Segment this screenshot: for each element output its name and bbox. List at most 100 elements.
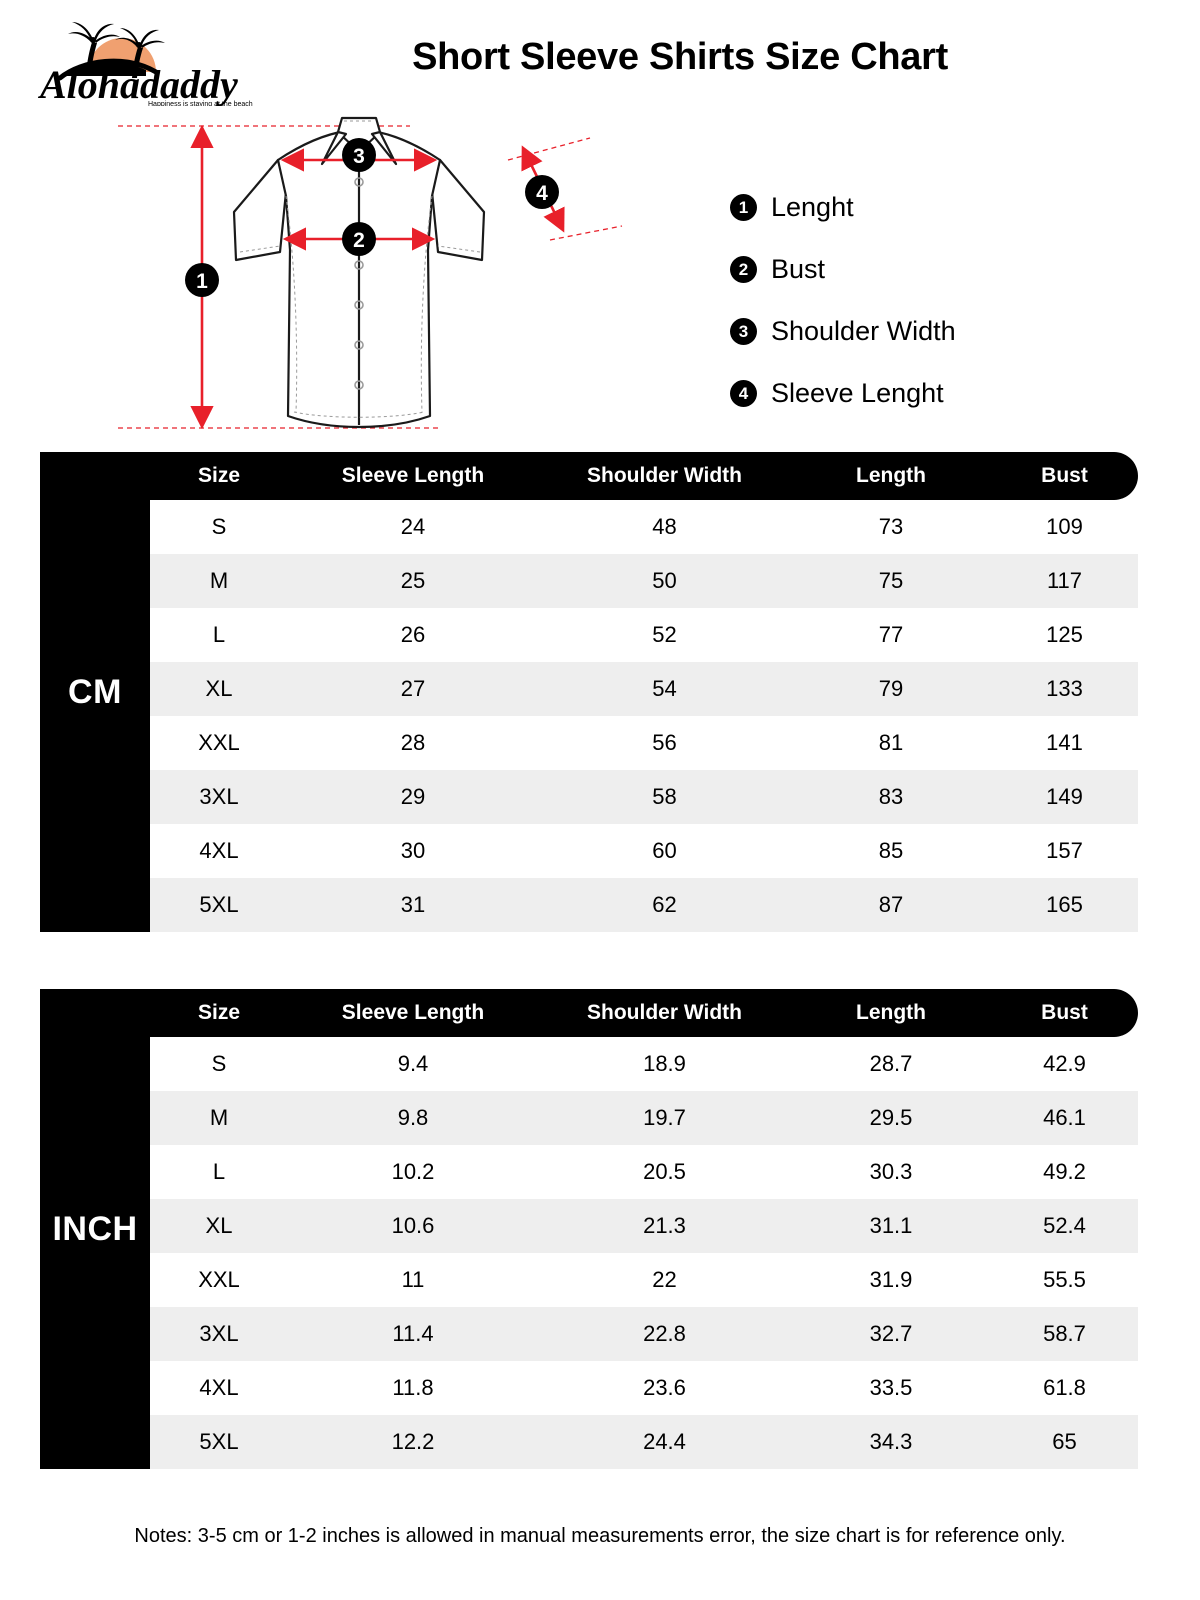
inch-table-header: Size Sleeve Length Shoulder Width Length… (40, 989, 1138, 1037)
page-title: Short Sleeve Shirts Size Chart (412, 36, 948, 78)
legend-label-length: Lenght (771, 191, 854, 222)
cell-length: 28.7 (791, 1037, 991, 1091)
table-row: XXL 28 56 81 141 (40, 716, 1138, 770)
table-row: XXL 11 22 31.9 55.5 (40, 1253, 1138, 1307)
cell-sleeve-length: 12.2 (288, 1415, 538, 1469)
table-row: M 25 50 75 117 (40, 554, 1138, 608)
cell-sleeve-length: 29 (288, 770, 538, 824)
cell-size: S (150, 1037, 288, 1091)
table-header-row: Size Sleeve Length Shoulder Width Length… (40, 452, 1138, 500)
cell-sleeve-length: 11 (288, 1253, 538, 1307)
cell-size: M (150, 1091, 288, 1145)
cell-bust: 61.8 (991, 1361, 1138, 1415)
cell-sleeve-length: 31 (288, 878, 538, 932)
cell-bust: 133 (991, 662, 1138, 716)
cell-sleeve-length: 24 (288, 500, 538, 554)
cell-sleeve-length: 10.6 (288, 1199, 538, 1253)
inch-size-table: Size Sleeve Length Shoulder Width Length… (40, 989, 1138, 1469)
page-header: Alohadaddy Happiness is staying at the b… (0, 0, 1200, 110)
header-sleeve-length: Sleeve Length (288, 452, 538, 500)
cell-bust: 55.5 (991, 1253, 1138, 1307)
table-row: 4XL 30 60 85 157 (40, 824, 1138, 878)
shirt-outline (232, 116, 486, 429)
cell-sleeve-length: 9.8 (288, 1091, 538, 1145)
cell-shoulder-width: 48 (538, 500, 791, 554)
cell-length: 73 (791, 500, 991, 554)
cell-shoulder-width: 56 (538, 716, 791, 770)
table-row: S 9.4 18.9 28.7 42.9 (40, 1037, 1138, 1091)
inch-table-body: S 9.4 18.9 28.7 42.9 M 9.8 19.7 29.5 46.1 L 10.2 20.… (40, 1037, 1138, 1469)
cell-shoulder-width: 21.3 (538, 1199, 791, 1253)
cell-length: 83 (791, 770, 991, 824)
table-row: 5XL 12.2 24.4 34.3 65 (40, 1415, 1138, 1469)
legend-item-sleeve-length: 4 Sleeve Lenght (730, 362, 1110, 424)
cell-length: 79 (791, 662, 991, 716)
legend-label-sleeve-length: Sleeve Lenght (771, 377, 944, 408)
table-row: 3XL 11.4 22.8 32.7 58.7 (40, 1307, 1138, 1361)
cell-size: XL (150, 1199, 288, 1253)
cell-size: 3XL (150, 770, 288, 824)
cell-size: 4XL (150, 1361, 288, 1415)
cell-bust: 52.4 (991, 1199, 1138, 1253)
cell-size: L (150, 608, 288, 662)
cell-shoulder-width: 20.5 (538, 1145, 791, 1199)
table-row: M 9.8 19.7 29.5 46.1 (40, 1091, 1138, 1145)
cell-sleeve-length: 30 (288, 824, 538, 878)
cell-sleeve-length: 11.8 (288, 1361, 538, 1415)
stitch-lines (239, 120, 481, 418)
cell-length: 75 (791, 554, 991, 608)
header-shoulder-width: Shoulder Width (538, 452, 791, 500)
cell-bust: 157 (991, 824, 1138, 878)
cell-size: L (150, 1145, 288, 1199)
cell-size: S (150, 500, 288, 554)
cell-length: 34.3 (791, 1415, 991, 1469)
cm-table-header: Size Sleeve Length Shoulder Width Length… (40, 452, 1138, 500)
svg-text:3: 3 (353, 145, 365, 168)
cell-bust: 49.2 (991, 1145, 1138, 1199)
cell-length: 81 (791, 716, 991, 770)
marker-2: 2 (342, 222, 376, 256)
legend-label-bust: Bust (771, 253, 826, 284)
cell-size: 3XL (150, 1307, 288, 1361)
cell-size: 5XL (150, 878, 288, 932)
cell-length: 31.1 (791, 1199, 991, 1253)
cell-shoulder-width: 22 (538, 1253, 791, 1307)
table-row: 4XL 11.8 23.6 33.5 61.8 (40, 1361, 1138, 1415)
cell-shoulder-width: 18.9 (538, 1037, 791, 1091)
cell-bust: 141 (991, 716, 1138, 770)
header-length: Length (791, 989, 991, 1037)
table-row: XL 10.6 21.3 31.1 52.4 (40, 1199, 1138, 1253)
cell-bust: 58.7 (991, 1307, 1138, 1361)
marker-1: 1 (185, 263, 219, 297)
cell-length: 87 (791, 878, 991, 932)
legend-item-bust: 2 Bust (730, 238, 1110, 300)
cell-bust: 42.9 (991, 1037, 1138, 1091)
table-row: L 26 52 77 125 (40, 608, 1138, 662)
legend-item-shoulder-width: 3 Shoulder Width (730, 300, 1110, 362)
cell-size: XXL (150, 716, 288, 770)
brand-tagline: Happiness is staying at the beach (148, 101, 253, 106)
legend-item-length: 1 Lenght (730, 176, 1110, 238)
header-size: Size (150, 452, 288, 500)
cell-length: 85 (791, 824, 991, 878)
cm-table-body: S 24 48 73 109 M 25 50 75 117 L 26 52 77 125 XL 27 54 79 13… (40, 500, 1138, 932)
cell-shoulder-width: 24.4 (538, 1415, 791, 1469)
header-size: Size (150, 989, 288, 1037)
cell-sleeve-length: 26 (288, 608, 538, 662)
brand-wordmark: Alohadaddy (37, 62, 238, 106)
cell-shoulder-width: 52 (538, 608, 791, 662)
cm-size-table: Size Sleeve Length Shoulder Width Length… (40, 452, 1138, 932)
header-bust: Bust (991, 989, 1138, 1037)
legend-label-shoulder-width: Shoulder Width (771, 315, 956, 346)
cm-size-table-block: CM Size Sleeve Length Shoulder Width Len… (40, 452, 1138, 932)
marker-4: 4 (525, 175, 559, 209)
palm-tree-icon (68, 22, 120, 74)
cell-bust: 117 (991, 554, 1138, 608)
legend-badge-1: 1 (730, 193, 757, 221)
cell-shoulder-width: 60 (538, 824, 791, 878)
cell-size: XXL (150, 1253, 288, 1307)
cell-sleeve-length: 25 (288, 554, 538, 608)
cell-size: 5XL (150, 1415, 288, 1469)
legend-badge-2: 2 (730, 255, 757, 283)
